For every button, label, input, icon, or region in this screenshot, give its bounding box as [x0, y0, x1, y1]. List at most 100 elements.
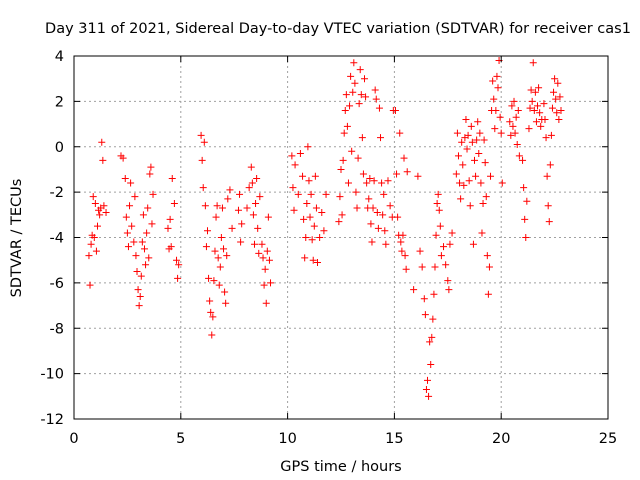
data-point [253, 175, 261, 183]
data-point [400, 154, 408, 162]
data-point [552, 95, 560, 103]
data-point [206, 297, 214, 305]
data-point [143, 229, 151, 237]
data-point [174, 274, 182, 282]
data-point [87, 240, 95, 248]
data-point [483, 252, 491, 260]
data-point [234, 206, 242, 214]
data-point [435, 206, 443, 214]
data-point [342, 91, 350, 99]
data-point [245, 184, 253, 192]
data-point [207, 308, 215, 316]
x-tick-label: 5 [176, 431, 185, 447]
data-point [300, 215, 308, 223]
data-point [401, 252, 409, 260]
data-point [384, 177, 392, 185]
data-point [96, 211, 104, 219]
data-point [299, 172, 307, 180]
x-tick-label: 10 [278, 431, 296, 447]
data-point [252, 199, 260, 207]
data-point [428, 333, 436, 341]
data-point [556, 93, 564, 101]
data-point [425, 392, 433, 400]
data-point [147, 163, 155, 171]
y-tick-label: -8 [50, 321, 64, 337]
data-point [542, 134, 550, 142]
data-point [511, 129, 519, 137]
data-point [557, 106, 565, 114]
data-point [303, 199, 311, 207]
data-point [527, 86, 535, 94]
data-point [366, 175, 374, 183]
data-point [132, 252, 140, 260]
data-point [528, 97, 536, 105]
data-point [224, 195, 232, 203]
data-point [139, 211, 147, 219]
x-axis-label: GPS time / hours [280, 459, 401, 475]
data-point [514, 106, 522, 114]
data-point [210, 277, 218, 285]
data-point [478, 229, 486, 237]
data-point [468, 138, 476, 146]
data-point [379, 211, 387, 219]
data-point [131, 193, 139, 201]
data-point [338, 211, 346, 219]
data-point [89, 193, 97, 201]
data-point [367, 220, 375, 228]
data-point [363, 179, 371, 187]
data-point [459, 161, 467, 169]
data-point [460, 181, 468, 189]
data-point [121, 175, 129, 183]
data-point [91, 199, 99, 207]
data-point [448, 229, 456, 237]
data-point [149, 190, 157, 198]
data-point [340, 129, 348, 137]
data-point [437, 252, 445, 260]
data-point [320, 227, 328, 235]
data-point [204, 227, 211, 235]
data-point [140, 245, 148, 253]
data-point [202, 243, 210, 251]
data-point [487, 172, 495, 180]
data-point [493, 72, 501, 80]
data-point [526, 104, 534, 112]
data-point [536, 109, 544, 117]
data-point [381, 227, 389, 235]
data-point [136, 292, 144, 300]
data-point [100, 202, 108, 210]
data-point [302, 234, 310, 241]
data-point [126, 202, 134, 210]
data-point [264, 213, 272, 221]
data-point [548, 104, 556, 112]
data-point [509, 122, 517, 130]
data-point [220, 245, 228, 253]
data-point [371, 86, 379, 94]
data-point [124, 243, 132, 251]
data-point [217, 234, 225, 241]
data-point [547, 131, 555, 139]
data-point [291, 161, 299, 169]
data-point [544, 202, 552, 210]
data-point [429, 315, 437, 323]
data-point [353, 204, 361, 212]
data-point [310, 222, 318, 230]
data-point [370, 177, 378, 185]
data-point [394, 213, 402, 221]
data-point [359, 170, 367, 178]
data-point [259, 254, 267, 262]
data-point [312, 204, 320, 212]
data-point [477, 179, 485, 187]
data-point [86, 281, 94, 289]
data-point [458, 138, 466, 146]
data-point [421, 311, 429, 319]
data-point [311, 172, 319, 180]
data-point [445, 286, 453, 294]
data-point [354, 154, 362, 162]
grid [74, 56, 608, 419]
data-point [123, 229, 131, 237]
data-point [546, 161, 554, 169]
y-tick-label: 4 [55, 49, 64, 65]
data-point [349, 88, 357, 96]
data-point [213, 202, 221, 210]
data-point [446, 240, 454, 248]
